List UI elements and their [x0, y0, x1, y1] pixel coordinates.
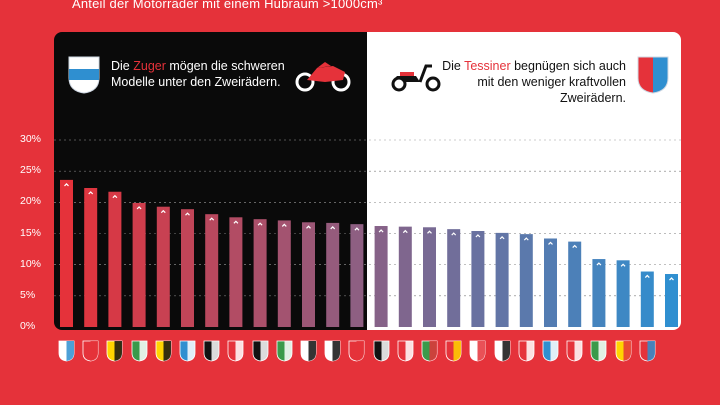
canton-shield-icon — [469, 340, 486, 362]
y-tick-label: 30% — [20, 133, 42, 145]
bar-marker — [475, 234, 481, 238]
bar-marker — [112, 194, 118, 199]
canton-shield-icon — [397, 340, 414, 362]
bar-marker — [136, 206, 142, 210]
motorcycle-icon — [295, 62, 351, 92]
bar — [471, 231, 485, 327]
canton-shield-icon — [373, 340, 389, 362]
bar — [665, 274, 678, 327]
canton-shield-icon — [300, 340, 317, 362]
ticino-flag-icon — [637, 56, 669, 94]
right-callout: Die Tessiner begnügen sich auch mit den … — [442, 59, 626, 105]
bar-marker — [644, 274, 650, 278]
canton-shield-icon — [179, 340, 196, 362]
canton-shield-icon — [252, 340, 268, 362]
canton-shield-icon — [203, 340, 220, 362]
bar — [156, 206, 170, 327]
bar-marker — [596, 262, 602, 266]
bar — [326, 222, 340, 327]
bar — [495, 232, 509, 327]
y-tick-label: 20% — [20, 195, 42, 208]
bar — [374, 226, 388, 327]
scooter-icon — [391, 64, 441, 92]
bar-marker — [669, 277, 674, 281]
canton-shield-icon — [518, 340, 535, 362]
canton-shield-icon — [324, 340, 341, 362]
bar-marker — [427, 230, 432, 234]
canton-shield-icon — [276, 340, 293, 362]
bar-marker — [233, 220, 239, 224]
bar-marker — [281, 223, 287, 227]
bar — [205, 214, 219, 327]
bar — [253, 219, 267, 327]
bar-marker — [572, 244, 578, 249]
bar-marker — [548, 241, 553, 245]
canton-shield-icon — [639, 340, 656, 362]
bar-marker — [354, 227, 360, 231]
bar — [640, 271, 654, 327]
canton-shield-icon — [542, 340, 559, 362]
bar-marker — [88, 191, 94, 195]
chart-subtitle: Anteil der Motorräder mit einem Hubraum … — [72, 0, 383, 11]
bar-marker — [378, 229, 384, 233]
bar — [423, 227, 436, 327]
y-tick-label: 5% — [20, 288, 36, 301]
canton-shield-icon — [58, 340, 75, 362]
y-tick-label: 25% — [20, 164, 42, 177]
bar — [519, 234, 533, 327]
canton-shield-icon — [494, 340, 510, 362]
bar — [108, 191, 122, 327]
bar-marker — [257, 222, 263, 226]
bar-marker — [160, 209, 166, 214]
bar — [544, 238, 557, 327]
canton-shield-icon — [445, 340, 462, 362]
canton-shield-icon — [566, 340, 583, 362]
canton-shield-icon — [155, 340, 172, 362]
bar-marker — [402, 229, 408, 234]
y-tick-label: 10% — [20, 257, 42, 270]
y-tick-label: 0% — [20, 320, 36, 332]
left-callout: Die Zuger mögen die schweren Modelle unt… — [111, 59, 285, 89]
canton-shield-icon — [615, 340, 631, 362]
bar-marker — [451, 232, 457, 236]
bar-marker — [185, 212, 190, 216]
bar — [350, 224, 364, 327]
zug-flag-icon — [68, 56, 100, 94]
bar — [592, 259, 606, 327]
bar-marker — [64, 183, 69, 187]
y-tick-label: 15% — [20, 226, 42, 239]
bar-marker — [306, 225, 311, 229]
bar — [181, 209, 194, 327]
bar — [568, 241, 582, 327]
bar-marker — [330, 226, 336, 230]
bar — [616, 260, 630, 327]
bar — [447, 229, 461, 327]
bar-marker — [523, 237, 529, 241]
canton-shield-icon — [131, 340, 147, 362]
canton-shield-icon — [227, 340, 244, 362]
canton-shield-icon — [421, 340, 438, 362]
bar-marker — [620, 263, 626, 267]
bar — [60, 179, 73, 327]
bar — [132, 202, 146, 327]
bar — [277, 220, 291, 327]
bar — [229, 217, 243, 327]
canton-shield-icon — [82, 340, 99, 362]
canton-shield-icon — [348, 340, 365, 362]
bar — [302, 222, 315, 327]
bar-marker — [499, 236, 505, 240]
bar — [398, 226, 412, 327]
bar — [84, 187, 98, 327]
canton-shield-icon — [590, 340, 607, 362]
bar-marker — [209, 217, 215, 221]
canton-shield-icon — [106, 340, 123, 362]
